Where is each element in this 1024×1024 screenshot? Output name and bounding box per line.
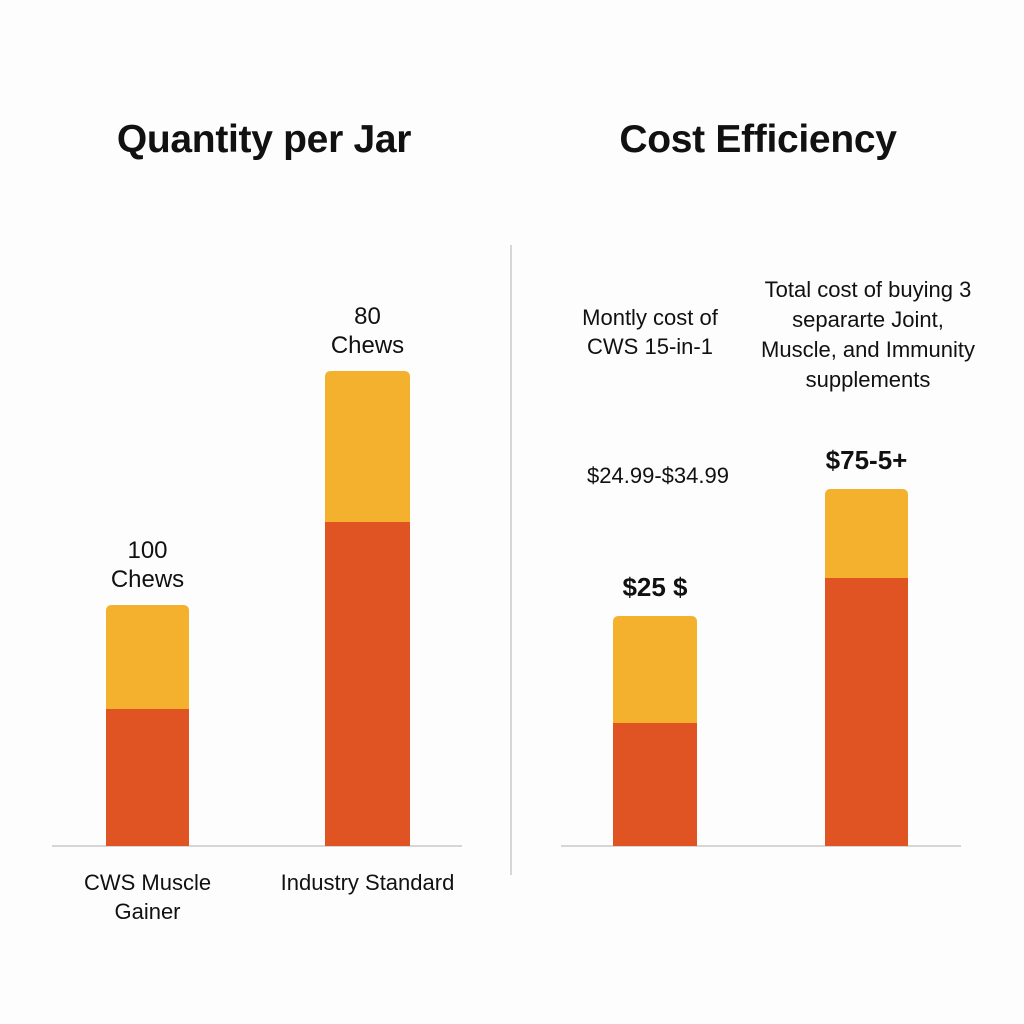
bar-segment-upper — [325, 371, 410, 523]
bar-segment-lower — [825, 578, 908, 846]
cost-chart: $25 $ $75-5+ Montly cost of CWS 15-in-1 Tota… — [561, 277, 975, 847]
category-label: supplements — [806, 367, 931, 392]
chart-title-quantity: Quantity per Jar — [116, 118, 412, 161]
data-label: Chews — [111, 566, 184, 593]
data-label: Chews — [331, 332, 404, 359]
data-label: $75-5+ — [826, 445, 908, 475]
data-label: 80 — [354, 303, 381, 330]
bar-segment-upper — [825, 489, 908, 579]
category-label: separarte Joint, — [792, 307, 944, 332]
bar-segment-lower — [613, 723, 697, 846]
data-label: 100 — [127, 537, 167, 564]
data-label: $25 $ — [622, 572, 688, 602]
chart-title-cost: Cost Efficiency — [619, 118, 897, 161]
price-range-label: $24.99-$34.99 — [587, 463, 729, 488]
category-label: Gainer — [114, 899, 180, 924]
category-label: Montly cost of — [582, 305, 719, 330]
bar-segment-upper — [613, 616, 697, 724]
category-label: Industry Standard — [281, 870, 455, 895]
category-label: Total cost of buying 3 — [765, 277, 972, 302]
category-label: Muscle, and Immunity — [761, 337, 975, 362]
category-label: CWS 15-in-1 — [587, 334, 713, 359]
bar-segment-lower — [325, 522, 410, 846]
bar-segment-lower — [106, 709, 189, 846]
category-label: CWS Muscle — [84, 870, 211, 895]
bar-segment-upper — [106, 605, 189, 710]
